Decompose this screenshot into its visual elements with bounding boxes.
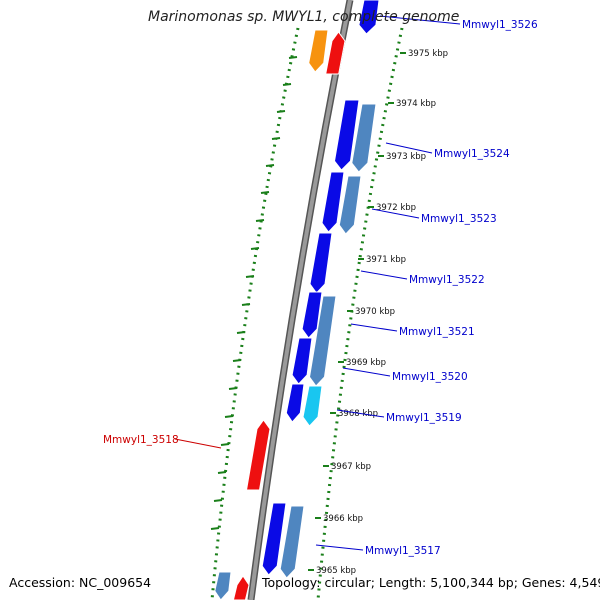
gene-shape	[325, 31, 346, 75]
scale-tick-label: 3968 kbp	[338, 409, 378, 419]
gene-mmwyl1-3526	[358, 0, 380, 35]
genome-summary: Topology: circular; Length: 5,100,344 bp…	[262, 575, 600, 590]
gene-label: Mmwyl1_3523	[421, 213, 497, 225]
track-dash	[220, 443, 230, 446]
track-dash	[224, 415, 234, 418]
gene-shape	[291, 337, 313, 385]
gene-blue-3973	[321, 171, 345, 233]
track-dash	[282, 83, 292, 86]
gene-label: Mmwyl1_3522	[409, 274, 485, 286]
gene-shape	[301, 291, 323, 339]
gene-shape	[321, 171, 345, 233]
scale-tick-label: 3965 kbp	[316, 566, 356, 576]
track-dash	[271, 137, 281, 140]
gene-shape	[302, 385, 323, 427]
dotted-track-outer	[210, 27, 300, 600]
map-title: Marinomonas sp. MWYL1, complete genome	[148, 9, 460, 25]
gene-mmwyl1-3524	[351, 103, 377, 173]
gene-shape	[232, 575, 250, 600]
gene-orange-top	[308, 29, 329, 73]
label-leader-line	[315, 544, 364, 551]
gene-labels: Mmwyl1_3526 Mmwyl1_3524 Mmwyl1_3523 Mmwyl1_…	[103, 15, 538, 557]
track-dash	[241, 303, 251, 306]
gene-mmwyl1-3518	[245, 419, 271, 491]
backbone	[247, 0, 354, 600]
gene-mmwyl1-3517	[279, 505, 305, 579]
track-dash	[236, 331, 246, 334]
scale-tick-label: 3975 kbp	[408, 49, 448, 59]
scale-tick-label: 3970 kbp	[355, 307, 395, 317]
track-dash	[276, 110, 286, 113]
gene-blue-3966	[261, 502, 287, 576]
gene-shape	[358, 0, 380, 35]
gene-shape	[261, 502, 287, 576]
backbone-line	[249, 0, 352, 600]
label-leader-line	[385, 142, 433, 154]
scale-tick-label: 3973 kbp	[386, 152, 426, 162]
label-leader-line	[336, 409, 385, 418]
gene-label: Mmwyl1_3520	[392, 371, 468, 383]
gene-mmwyl1-3519	[302, 385, 323, 427]
scale-ticks: 3975 kbp 3974 kbp 3973 kbp 3972 kbp 3971 kbp…	[308, 49, 448, 576]
track-dash	[260, 191, 270, 194]
gene-shape	[279, 505, 305, 579]
label-leader-line	[342, 367, 391, 377]
gene-mmwyl1-3525	[333, 99, 360, 171]
dotted-tracks	[210, 27, 404, 600]
gene-mmwyl1-3523	[338, 175, 362, 235]
dotted-track-inner	[316, 27, 404, 600]
track-dash	[213, 499, 223, 502]
label-leader-line	[350, 323, 398, 332]
track-dash	[245, 275, 255, 278]
gene-shape	[338, 175, 362, 235]
track-dash	[265, 164, 275, 167]
gene-shape	[333, 99, 360, 171]
scale-tick-label: 3969 kbp	[346, 358, 386, 368]
gene-red-bottom	[232, 575, 250, 600]
gene-label: Mmwyl1_3526	[462, 19, 538, 31]
label-leader-line	[371, 208, 420, 219]
scale-tick-label: 3967 kbp	[331, 462, 371, 472]
gene-blue-3970	[301, 291, 323, 339]
gene-features	[214, 0, 380, 600]
gene-red-top	[325, 31, 346, 75]
track-dash	[250, 247, 260, 250]
track-dash	[210, 527, 220, 530]
track-dash	[288, 56, 298, 59]
gene-mmwyl1-3521	[308, 295, 337, 387]
track-dash	[217, 471, 227, 474]
scale-tick-label: 3966 kbp	[323, 514, 363, 524]
gene-shape	[285, 383, 305, 423]
gene-label: Mmwyl1_3524	[434, 148, 510, 160]
gene-shape	[214, 571, 232, 600]
track-dash	[255, 219, 265, 222]
track-dash	[232, 359, 242, 362]
gene-blue-3968	[285, 383, 305, 423]
gene-label: Mmwyl1_3521	[399, 326, 475, 338]
gene-shape	[245, 419, 271, 491]
gene-shape	[309, 232, 333, 294]
gene-shape	[351, 103, 377, 173]
track-dash	[228, 387, 238, 390]
gene-label: Mmwyl1_3519	[386, 412, 462, 424]
label-leader-line	[379, 15, 461, 25]
gene-shape	[308, 29, 329, 73]
label-leader-line	[360, 270, 408, 280]
gene-steel-bottom	[214, 571, 232, 600]
scale-tick-label: 3974 kbp	[396, 99, 436, 109]
scale-tick-label: 3972 kbp	[376, 203, 416, 213]
gene-shape	[308, 295, 337, 387]
gene-label: Mmwyl1_3517	[365, 545, 441, 557]
gene-mmwyl1-3522	[309, 232, 333, 294]
gene-label: Mmwyl1_3518	[103, 434, 179, 446]
accession-text: Accession: NC_009654	[9, 575, 152, 590]
scale-tick-label: 3971 kbp	[366, 255, 406, 265]
label-leader-line	[174, 438, 222, 449]
gene-mmwyl1-3520	[291, 337, 313, 385]
